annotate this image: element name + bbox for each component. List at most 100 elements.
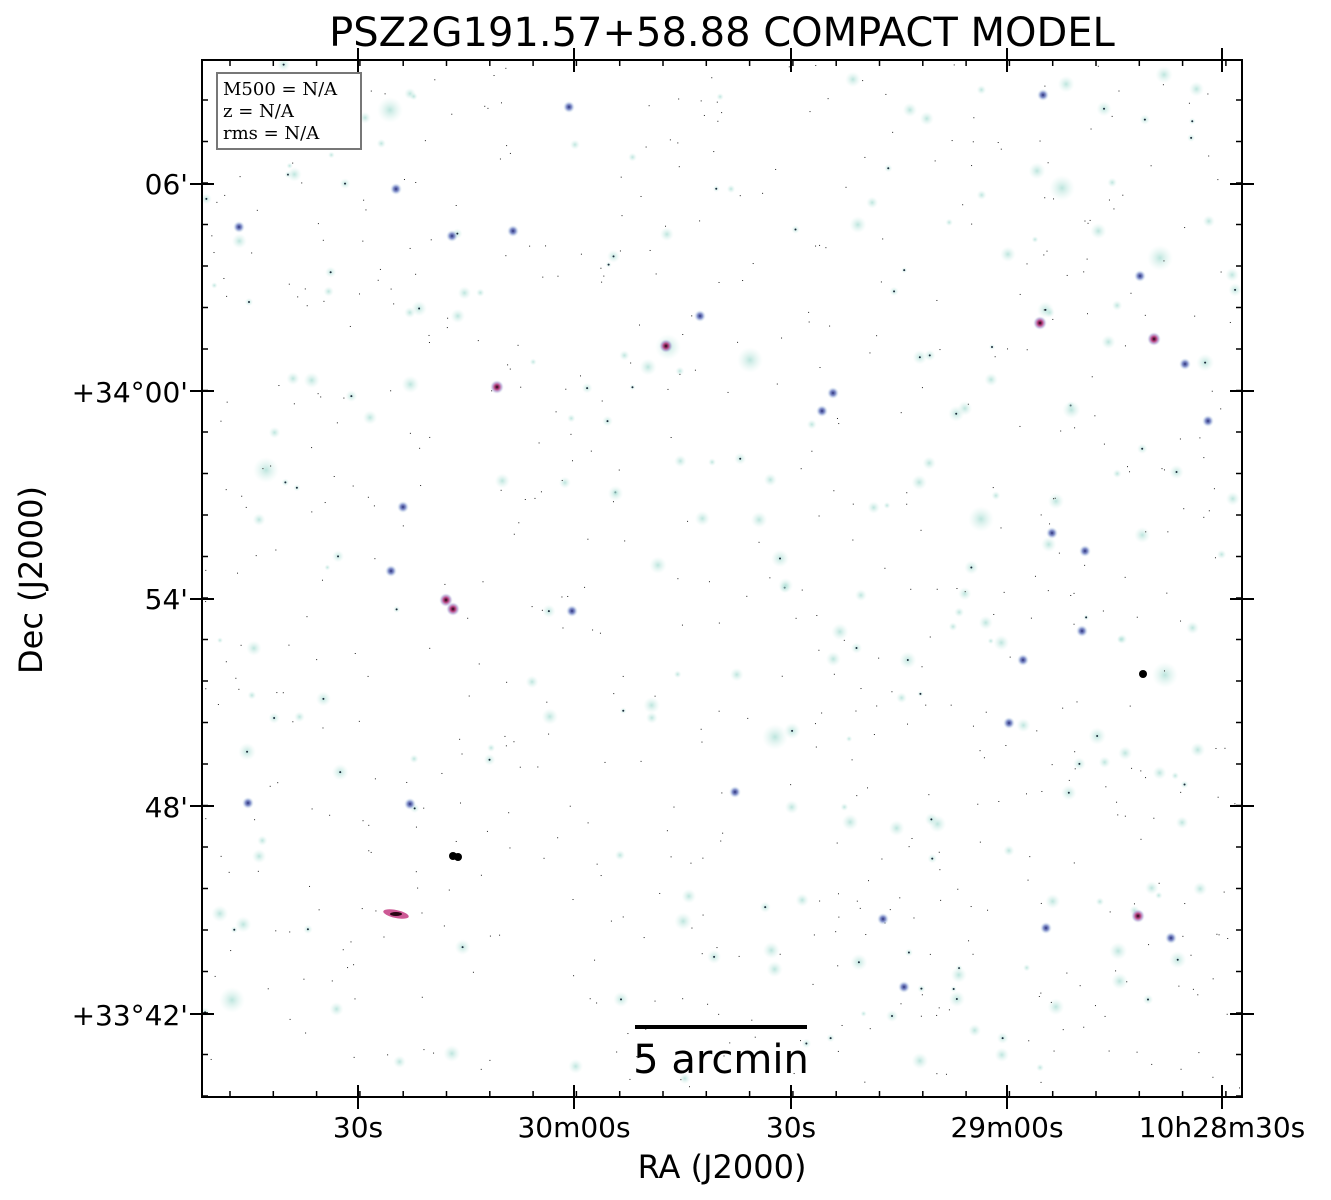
compact-source [1179,358,1191,370]
noise-speck [321,579,323,581]
noise-speck [938,1007,940,1009]
noise-speck [971,223,973,225]
compact-source [1017,654,1029,666]
noise-speck [226,295,228,297]
noise-speck [228,871,230,873]
noise-speck [275,930,277,932]
noise-speck [882,238,884,240]
faint-source [1031,236,1039,243]
noise-speck [217,704,219,706]
noise-speck [1087,222,1089,224]
noise-speck [543,857,545,859]
noise-speck [569,805,571,807]
faint-source [328,151,335,159]
noise-speck [1030,617,1032,619]
noise-speck [837,965,839,967]
noise-speck [800,468,802,470]
noise-speck [415,826,417,828]
noise-speck [795,617,797,619]
faint-source [294,711,305,723]
source-core [344,182,347,185]
noise-speck [1089,219,1091,221]
noise-speck [612,501,614,503]
noise-speck [1124,576,1126,578]
noise-speck [739,195,741,197]
noise-speck [1041,790,1043,792]
noise-speck [1104,1015,1106,1017]
noise-speck [377,279,379,281]
noise-speck [1050,1001,1052,1003]
noise-speck [1083,1026,1085,1028]
noise-speck [223,277,225,279]
source-core [273,717,276,720]
noise-speck [679,373,681,375]
noise-speck [292,721,294,723]
noise-speck [754,1036,756,1038]
noise-speck [447,317,449,319]
diffuse-source [968,506,994,532]
noise-speck [1073,862,1075,864]
noise-speck [892,131,894,133]
source-core [248,301,251,304]
noise-speck [311,808,313,810]
noise-speck [862,80,864,82]
noise-speck [468,695,470,697]
noise-speck [1166,592,1168,594]
faint-source [919,111,934,126]
noise-speck [1044,197,1046,199]
plot-frame [201,59,1243,1098]
faint-source [1190,742,1206,758]
faint-source [1095,897,1105,906]
noise-speck [584,586,586,588]
noise-speck [1019,425,1021,427]
noise-speck [718,622,720,624]
noise-speck [793,1073,795,1075]
noise-speck [205,601,207,603]
noise-speck [205,688,207,690]
faint-source [1112,469,1122,479]
noise-speck [654,1000,656,1002]
source-core [805,1042,808,1045]
noise-speck [973,117,975,119]
compact-source [507,225,519,237]
noise-speck [864,156,866,158]
faint-source [902,102,918,118]
source-core [606,420,609,423]
faint-source [1175,816,1189,829]
faint-source [1047,492,1065,510]
source-core [205,197,208,200]
noise-speck [667,388,669,390]
source-core [547,610,550,613]
diffuse-source [737,347,763,373]
noise-speck [423,1049,425,1051]
noise-speck [836,842,838,844]
noise-speck [833,490,835,492]
source-core [1234,288,1237,291]
noise-speck [1144,314,1146,316]
noise-speck [702,857,704,859]
noise-speck [587,538,589,540]
source-core [920,987,923,990]
noise-speck [900,1003,902,1005]
compact-source [1040,922,1052,934]
noise-speck [738,955,740,957]
noise-speck [1076,701,1078,703]
noise-speck [362,820,364,822]
noise-speck [430,239,432,241]
faint-source [849,216,867,234]
noise-speck [443,925,445,927]
noise-speck [1117,814,1119,816]
source-core [715,187,718,190]
noise-speck [979,841,981,843]
noise-speck [211,235,213,237]
diffuse-source [377,97,403,123]
faint-source [795,893,809,907]
noise-speck [812,983,814,985]
noise-speck [1229,321,1231,323]
noise-speck [718,1013,720,1015]
noise-speck [1153,817,1155,819]
faint-source [1111,300,1123,311]
faint-source [1028,162,1046,180]
noise-speck [220,855,222,857]
noise-speck [329,814,331,816]
